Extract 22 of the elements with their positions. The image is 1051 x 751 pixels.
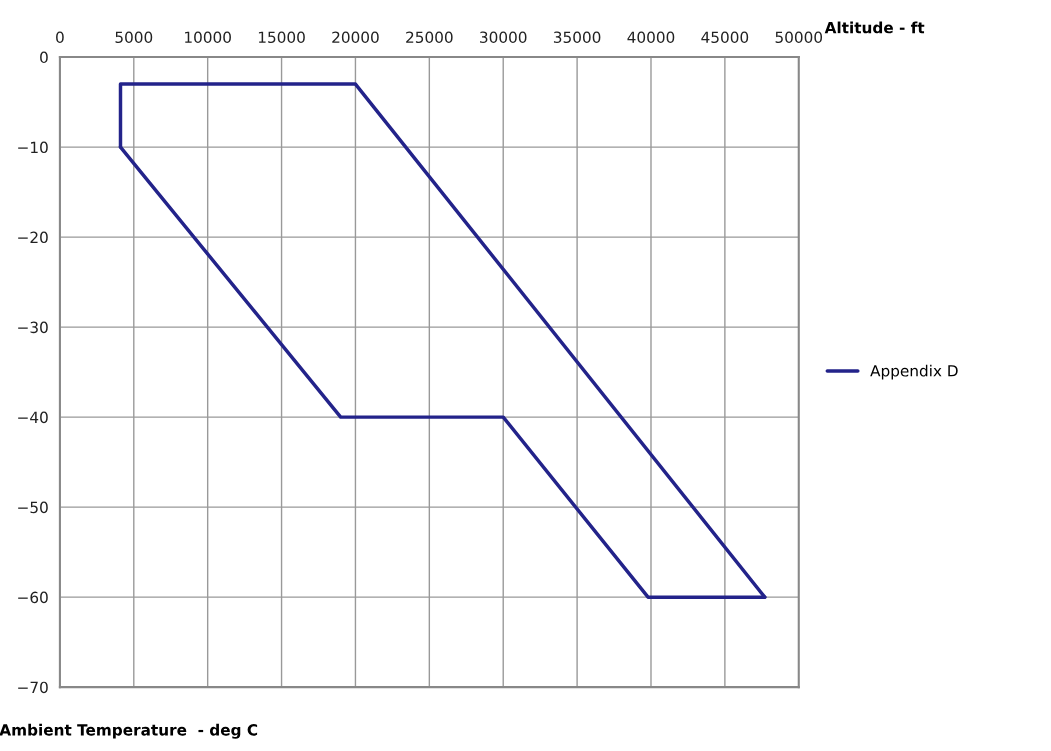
x-tick-label: 25000 (406, 31, 453, 43)
y-tick-label: −70 (18, 681, 48, 694)
x-tick-label: 5000 (115, 31, 153, 43)
y-tick-label: 0 (40, 51, 48, 64)
y-tick-label: −20 (18, 231, 48, 244)
x-tick-label: 35000 (553, 31, 601, 43)
x-tick-label: 20000 (332, 31, 379, 43)
y-tick-label: −50 (18, 501, 48, 514)
x-axis-title: Altitude - ft (824, 21, 925, 34)
y-tick-label: −10 (18, 141, 48, 154)
x-tick-label: 45000 (701, 31, 749, 43)
legend-label: Appendix D (870, 364, 958, 380)
x-tick-label: 10000 (185, 31, 231, 43)
x-tick-label: 30000 (480, 31, 527, 43)
x-tick-label: 50000 (775, 31, 823, 43)
y-tick-label: −30 (18, 321, 48, 334)
x-tick-label: 0 (56, 31, 64, 43)
y-tick-label: −60 (18, 591, 48, 604)
x-tick-label: 40000 (627, 31, 675, 43)
x-tick-label: 15000 (258, 31, 305, 43)
y-axis-title: Ambient Temperature - deg C (0, 723, 258, 739)
y-tick-label: −40 (18, 411, 48, 424)
